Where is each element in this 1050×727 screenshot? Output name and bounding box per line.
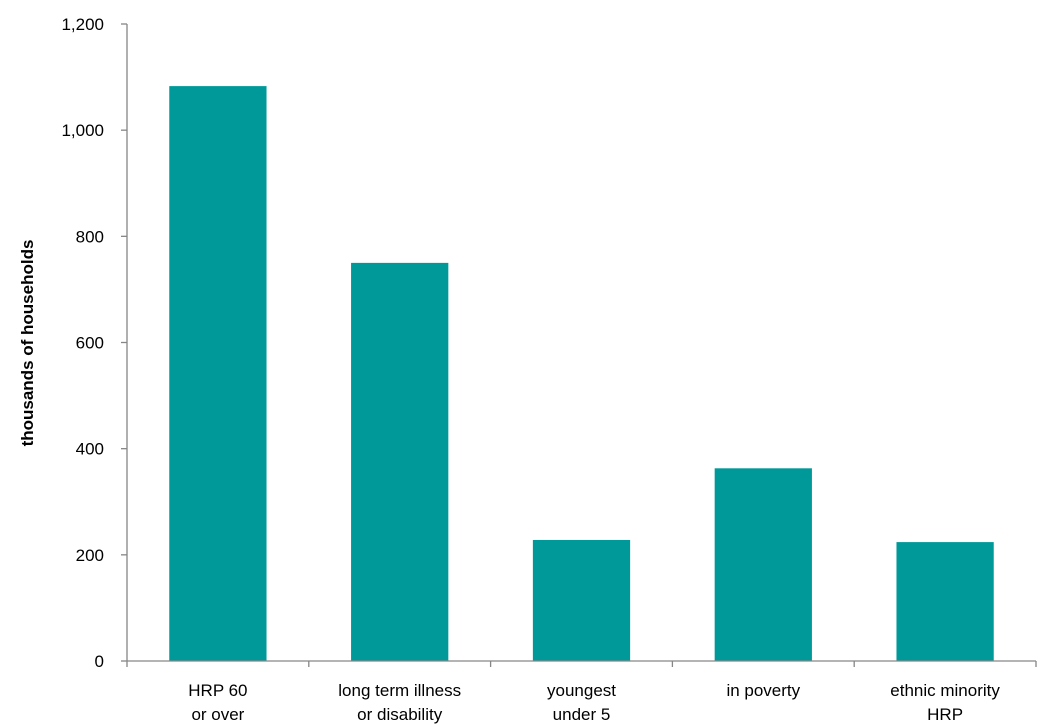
bar-1 — [351, 262, 449, 661]
bars-group — [169, 86, 994, 662]
bar-2 — [532, 539, 631, 661]
y-axis-title: thousands of households — [18, 240, 37, 447]
x-category-label-line: or over — [191, 705, 244, 724]
x-category-label-line: HRP — [927, 705, 963, 724]
bar-3 — [714, 468, 812, 661]
x-category-label: long term illness or disability — [338, 681, 461, 724]
x-category-label: HRP 60 or over — [188, 681, 247, 724]
x-category-label-line: under 5 — [553, 705, 611, 724]
x-category-label: in poverty — [726, 681, 800, 700]
x-category-label: ethnic minority HRP — [890, 681, 1000, 724]
x-category-label-line: in poverty — [726, 681, 800, 700]
bar-0 — [169, 86, 267, 662]
x-category-label-line: ethnic minority — [890, 681, 1000, 700]
y-tick-label: 0 — [95, 652, 104, 671]
y-axis: 0 200 400 600 800 1,000 1,200 — [61, 15, 128, 671]
y-tick-label: 600 — [76, 334, 104, 353]
y-tick-label: 1,000 — [61, 121, 104, 140]
x-category-label-line: or disability — [357, 705, 443, 724]
x-axis: HRP 60 or over long term illness or disabil… — [126, 660, 1037, 724]
y-tick-label: 1,200 — [61, 15, 104, 34]
x-category-label: youngest under 5 — [547, 681, 616, 724]
y-tick-label: 200 — [76, 546, 104, 565]
x-category-label-line: HRP 60 — [188, 681, 247, 700]
bar-4 — [896, 542, 994, 661]
x-category-label-line: youngest — [547, 681, 616, 700]
y-tick-label: 800 — [76, 227, 104, 246]
x-category-label-line: long term illness — [338, 681, 461, 700]
y-tick-label: 400 — [76, 440, 104, 459]
